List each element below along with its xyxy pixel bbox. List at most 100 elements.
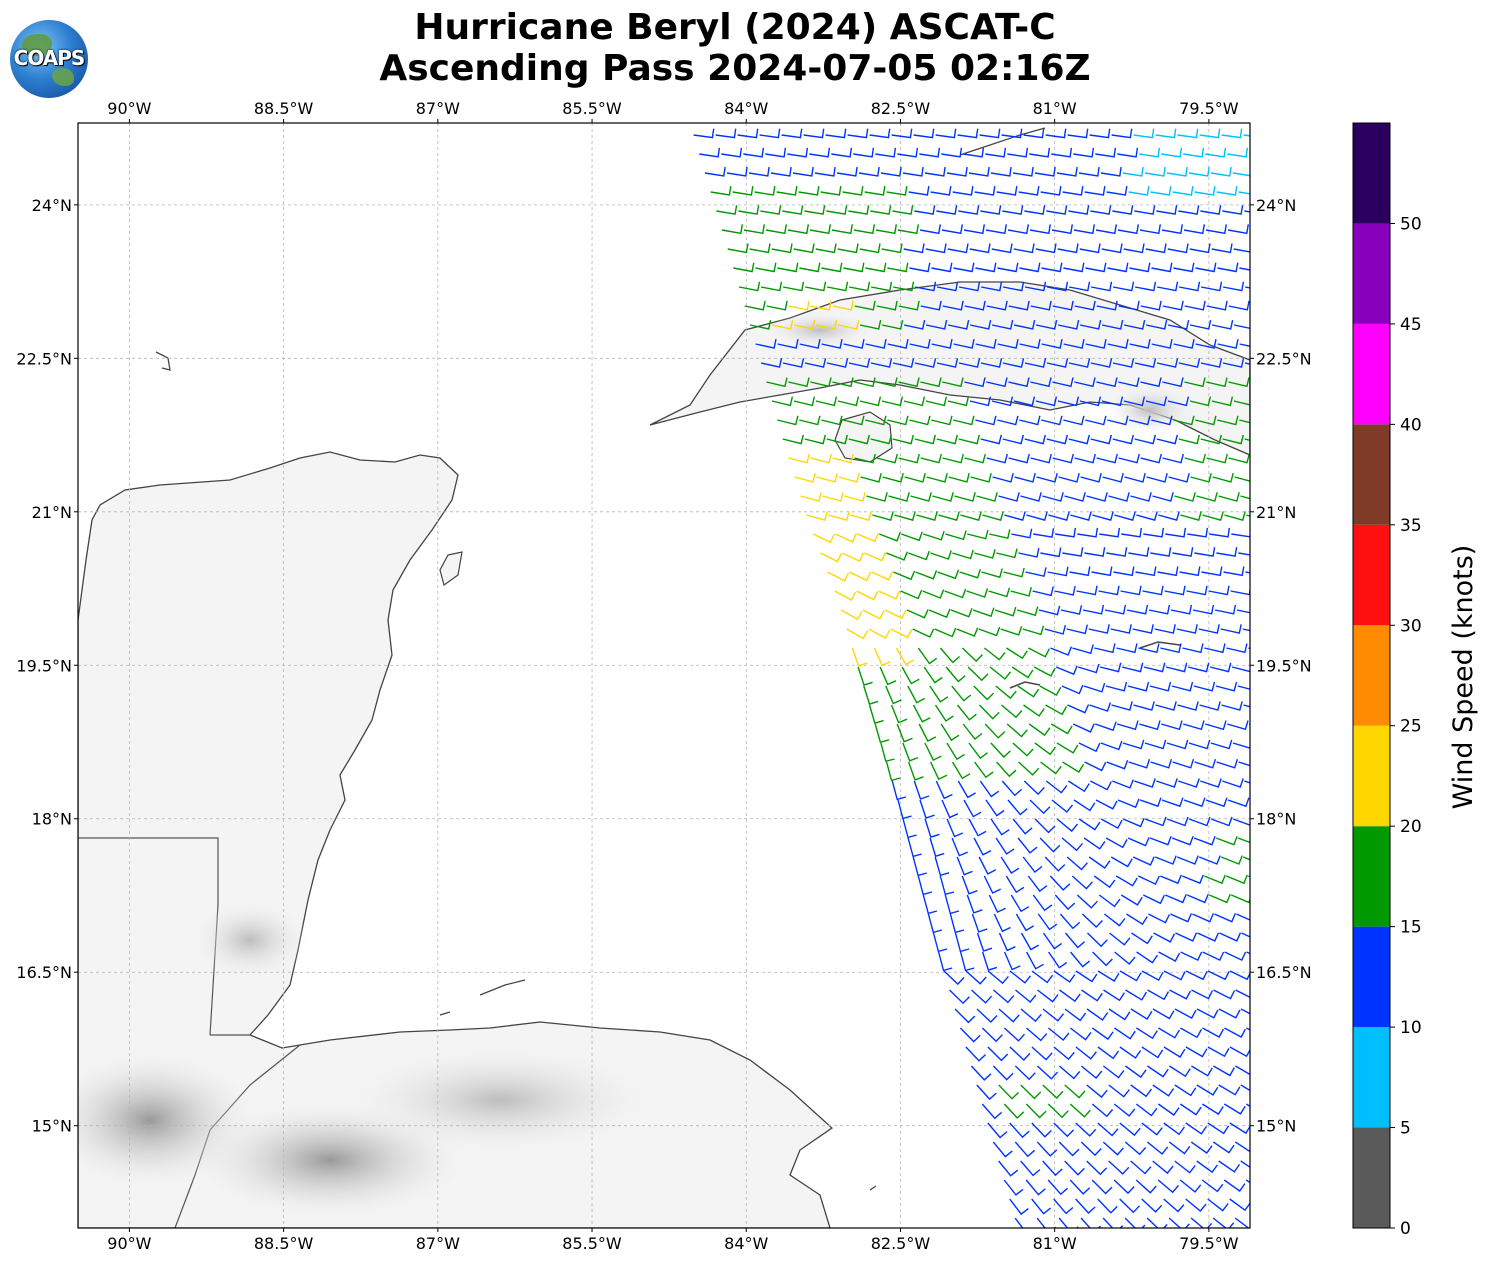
wind-barb xyxy=(1046,281,1069,292)
wind-barb xyxy=(815,319,838,330)
wind-barb xyxy=(1249,723,1250,725)
wind-barb xyxy=(787,147,809,158)
wind-barb xyxy=(1028,723,1051,737)
wind-barb xyxy=(1226,874,1248,885)
wind-barb xyxy=(969,319,992,330)
wind-barb xyxy=(793,319,816,330)
wind-barb xyxy=(1134,434,1156,445)
wind-barb xyxy=(793,243,815,254)
wind-barb xyxy=(1228,453,1250,464)
lon-tick-label-top: 82.5°W xyxy=(871,99,931,118)
wind-barb xyxy=(1104,604,1127,615)
wind-barb xyxy=(1142,585,1164,596)
wind-barb xyxy=(1089,780,1112,791)
wind-barb xyxy=(1178,434,1200,445)
wind-barb xyxy=(1063,339,1085,349)
wind-barbs xyxy=(693,128,1250,1228)
wind-barb xyxy=(1029,224,1051,235)
wind-barb xyxy=(1200,281,1223,292)
wind-barb xyxy=(942,453,964,464)
wind-barb xyxy=(974,761,994,779)
wind-barb xyxy=(1097,1122,1119,1137)
wind-barb xyxy=(1089,702,1112,712)
wind-barb xyxy=(979,128,1001,139)
wind-barb xyxy=(1148,604,1171,615)
wind-barb xyxy=(1102,473,1124,483)
wind-barb xyxy=(1218,1160,1241,1173)
wind-barb xyxy=(1117,147,1139,158)
wind-barb xyxy=(963,147,985,158)
wind-barb xyxy=(1027,875,1048,893)
wind-barb xyxy=(1013,319,1036,330)
wind-barb xyxy=(1018,185,1040,196)
wind-barb xyxy=(1003,1027,1026,1042)
wind-barb xyxy=(1221,128,1243,139)
wind-barb xyxy=(1096,300,1118,311)
wind-barb xyxy=(1001,128,1023,139)
wind-barb xyxy=(965,970,987,985)
wind-barb xyxy=(1242,856,1250,861)
wind-barb xyxy=(1024,358,1047,368)
wind-barb xyxy=(1069,566,1091,577)
wind-barb xyxy=(865,262,887,273)
wind-barb xyxy=(1224,951,1247,962)
wind-barb xyxy=(888,492,910,502)
wind-barb xyxy=(1221,701,1243,711)
wind-barb xyxy=(1074,453,1096,464)
wind-barb xyxy=(793,396,816,407)
wind-barb xyxy=(1045,780,1068,794)
wind-barb xyxy=(837,396,860,407)
wind-barb xyxy=(721,147,743,158)
wind-barb xyxy=(1124,1065,1147,1079)
wind-barb xyxy=(1154,855,1177,865)
wind-barb xyxy=(1215,681,1238,692)
wind-barb xyxy=(1180,1027,1203,1039)
wind-barb xyxy=(1173,415,1195,426)
wind-barb xyxy=(777,415,799,426)
wind-barb xyxy=(809,224,831,235)
wind-barb xyxy=(1067,780,1090,793)
wind-barb xyxy=(846,628,869,640)
wind-barb xyxy=(1014,1065,1036,1081)
wind-barb xyxy=(1067,704,1090,714)
wind-barb xyxy=(1077,527,1099,538)
wind-barb xyxy=(1160,643,1182,654)
wind-barb xyxy=(971,913,988,933)
wind-barb xyxy=(1194,185,1216,196)
wind-barb xyxy=(871,571,894,581)
wind-barb xyxy=(1182,643,1204,654)
wind-barb xyxy=(1173,262,1195,273)
wind-barb xyxy=(1025,1027,1048,1042)
lon-tick-label-top: 88.5°W xyxy=(254,99,314,118)
wind-barb xyxy=(1012,818,1033,835)
wind-barb xyxy=(1007,799,1028,816)
wind-barb xyxy=(1126,913,1148,926)
wind-barb xyxy=(1190,473,1212,483)
wind-barb xyxy=(1204,643,1226,654)
wind-barb xyxy=(1037,913,1058,931)
wind-barb xyxy=(942,377,964,388)
wind-barb xyxy=(968,742,988,760)
wind-barb xyxy=(954,492,976,502)
wind-barb xyxy=(959,951,975,972)
wind-barb xyxy=(1035,319,1058,330)
wind-barb xyxy=(910,492,932,502)
wind-barb xyxy=(913,128,935,139)
wind-barb xyxy=(1167,396,1190,407)
wind-barb xyxy=(897,224,919,235)
wind-barb xyxy=(1076,585,1098,596)
wind-barb xyxy=(1042,1008,1065,1022)
wind-barb xyxy=(1114,511,1136,521)
wind-barb xyxy=(1020,1008,1042,1023)
wind-barb xyxy=(966,588,989,598)
wind-barb xyxy=(1152,1160,1174,1175)
wind-barb xyxy=(1117,720,1139,731)
wind-barb xyxy=(1050,723,1073,735)
wind-barb xyxy=(1074,377,1096,388)
wind-barb xyxy=(1025,951,1044,970)
wind-barb xyxy=(1038,605,1061,616)
wind-barb xyxy=(1064,932,1086,949)
wind-barb xyxy=(848,358,871,368)
wind-barb xyxy=(1167,243,1189,254)
wind-barb xyxy=(879,532,901,542)
